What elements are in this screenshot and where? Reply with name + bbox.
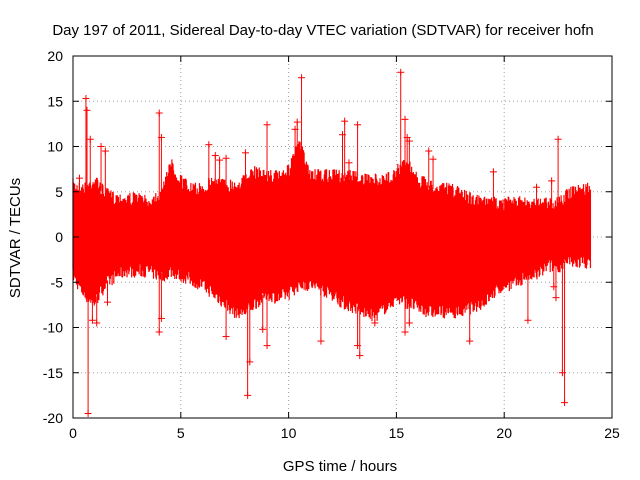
y-tick-label: 10 bbox=[47, 139, 63, 155]
y-tick-label: 20 bbox=[47, 48, 63, 64]
data-point bbox=[263, 121, 271, 179]
data-point bbox=[550, 264, 558, 291]
data-point bbox=[97, 143, 105, 191]
x-tick-label: 0 bbox=[69, 425, 77, 441]
data-point bbox=[246, 305, 254, 366]
y-tick-label: -15 bbox=[43, 365, 63, 381]
data-point bbox=[403, 133, 411, 165]
data-point bbox=[524, 273, 532, 324]
data-point bbox=[425, 147, 433, 188]
data-point bbox=[293, 118, 301, 152]
data-point bbox=[552, 264, 560, 302]
data-point bbox=[405, 137, 413, 169]
data-point bbox=[86, 135, 94, 187]
data-point bbox=[205, 141, 213, 187]
data-point bbox=[222, 154, 230, 188]
data-point bbox=[341, 117, 349, 179]
data-point bbox=[82, 95, 90, 190]
data-point bbox=[101, 147, 109, 197]
data-point bbox=[157, 133, 165, 195]
y-tick-label: 15 bbox=[47, 93, 63, 109]
data-point bbox=[298, 74, 306, 153]
data-point bbox=[429, 155, 437, 190]
data-points bbox=[75, 68, 569, 417]
data-point bbox=[222, 302, 230, 341]
data-point bbox=[83, 106, 91, 190]
data-point bbox=[75, 174, 83, 190]
data-point bbox=[401, 115, 409, 167]
data-point bbox=[241, 149, 249, 183]
data-point bbox=[263, 291, 271, 350]
y-tick-label: -20 bbox=[43, 410, 63, 426]
data-point bbox=[88, 298, 96, 324]
data-point bbox=[548, 177, 556, 206]
data-point bbox=[157, 273, 165, 322]
x-tick-label: 15 bbox=[389, 425, 405, 441]
data-band-core bbox=[73, 156, 591, 310]
y-axis-label: SDTVAR / TECUs bbox=[7, 178, 24, 298]
y-tick-label: 5 bbox=[55, 184, 63, 200]
axis-ticks: 0 5 10 15 20 25 -20 -15 -10 -5 0 5 10 15 20 bbox=[43, 48, 620, 441]
data-point bbox=[356, 307, 364, 360]
x-axis-label: GPS time / hours bbox=[283, 458, 397, 475]
x-tick-label: 20 bbox=[496, 425, 512, 441]
x-tick-label: 10 bbox=[281, 425, 297, 441]
y-tick-label: 0 bbox=[55, 229, 63, 245]
data-point bbox=[93, 296, 101, 327]
x-tick-label: 25 bbox=[604, 425, 620, 441]
chart-title: Day 197 of 2011, Sidereal Day-to-day VTE… bbox=[52, 22, 593, 39]
data-point bbox=[401, 299, 409, 336]
data-point bbox=[561, 261, 569, 407]
data-point bbox=[84, 294, 92, 417]
data-point bbox=[533, 183, 541, 206]
data-point bbox=[317, 286, 325, 345]
data-point bbox=[466, 305, 474, 345]
y-tick-label: -10 bbox=[43, 320, 63, 336]
data-point bbox=[216, 156, 224, 186]
data-point bbox=[405, 301, 413, 327]
data-point bbox=[155, 273, 163, 336]
data-point bbox=[354, 121, 362, 180]
data-point bbox=[345, 159, 353, 179]
data-point bbox=[397, 68, 405, 171]
data-point bbox=[259, 294, 267, 333]
data-point bbox=[211, 152, 219, 184]
data-point bbox=[155, 109, 163, 197]
data-point bbox=[244, 307, 252, 399]
y-tick-label: -5 bbox=[51, 274, 64, 290]
data-point bbox=[103, 280, 111, 306]
data-point bbox=[554, 135, 562, 206]
x-tick-label: 5 bbox=[177, 425, 185, 441]
data-point bbox=[489, 168, 497, 206]
data-point bbox=[371, 313, 379, 327]
